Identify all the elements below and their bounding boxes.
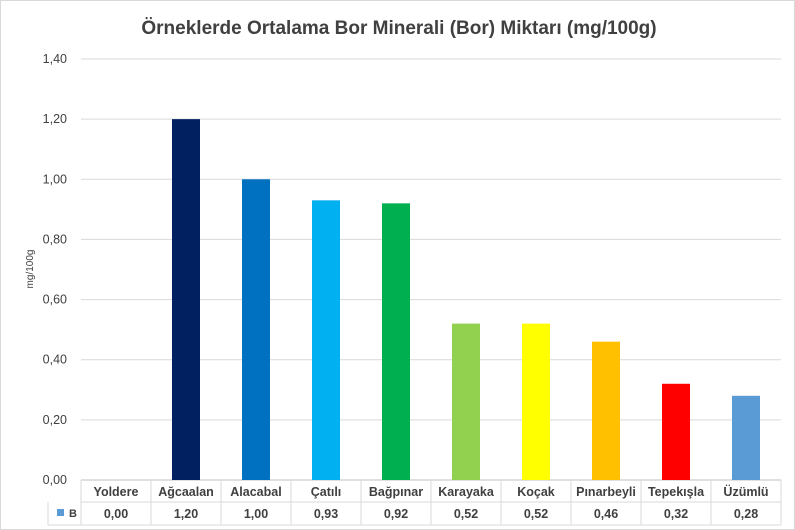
bar-7 [522, 323, 550, 480]
table-value-label: 0,52 [524, 507, 548, 521]
legend-key-label: B [69, 508, 77, 520]
y-tick-label: 0,40 [43, 353, 67, 367]
bar-4 [312, 200, 340, 481]
table-value-label: 0,28 [734, 507, 758, 521]
bar-5 [382, 203, 410, 481]
category-label: Pınarbeyli [576, 485, 636, 499]
bar-2 [172, 119, 200, 481]
y-tick-label: 0,80 [43, 232, 67, 246]
y-tick-label: 1,40 [43, 52, 67, 66]
bar-9 [662, 383, 690, 480]
chart-title: Örneklerde Ortalama Bor Minerali (Bor) M… [141, 18, 656, 39]
bars [172, 119, 760, 481]
category-label: Karayaka [438, 485, 495, 499]
bar-10 [732, 395, 760, 480]
category-label: Tepekışla [648, 485, 705, 499]
table-value-label: 0,46 [594, 507, 618, 521]
table-value-label: 0,00 [104, 507, 128, 521]
y-tick-labels: 0,00 0,20 0,40 0,60 0,80 1,00 1,20 1,40 [43, 52, 67, 487]
table-value-label: 1,20 [174, 507, 198, 521]
category-label: Çatılı [311, 485, 342, 499]
table-value-label: 0,93 [314, 507, 338, 521]
table-value-label: 1,00 [244, 507, 268, 521]
y-tick-label: 1,20 [43, 112, 67, 126]
category-label: Alacabal [230, 485, 281, 499]
bar-6 [452, 323, 480, 480]
category-label: Bağpınar [369, 485, 423, 499]
table-value-label: 0,92 [384, 507, 408, 521]
category-label: Yoldere [94, 485, 139, 499]
y-tick-label: 0,60 [43, 293, 67, 307]
y-tick-label: 0,00 [43, 473, 67, 487]
category-label: Üzümlü [723, 484, 768, 499]
category-label: Ağcaalan [158, 485, 214, 499]
bar-3 [242, 179, 270, 481]
category-label: Koçak [517, 485, 555, 499]
table-value-label: 0,52 [454, 507, 478, 521]
table-value-label: 0,32 [664, 507, 688, 521]
y-tick-label: 1,00 [43, 172, 67, 186]
y-axis-label: mg/100g [25, 250, 36, 289]
legend-key-swatch [57, 509, 64, 516]
bar-8 [592, 341, 620, 480]
y-tick-label: 0,20 [43, 413, 67, 427]
data-table: Yoldere 0,00 Ağcaalan 1,20 Alacabal 1,00 Çatıl… [47, 480, 782, 526]
